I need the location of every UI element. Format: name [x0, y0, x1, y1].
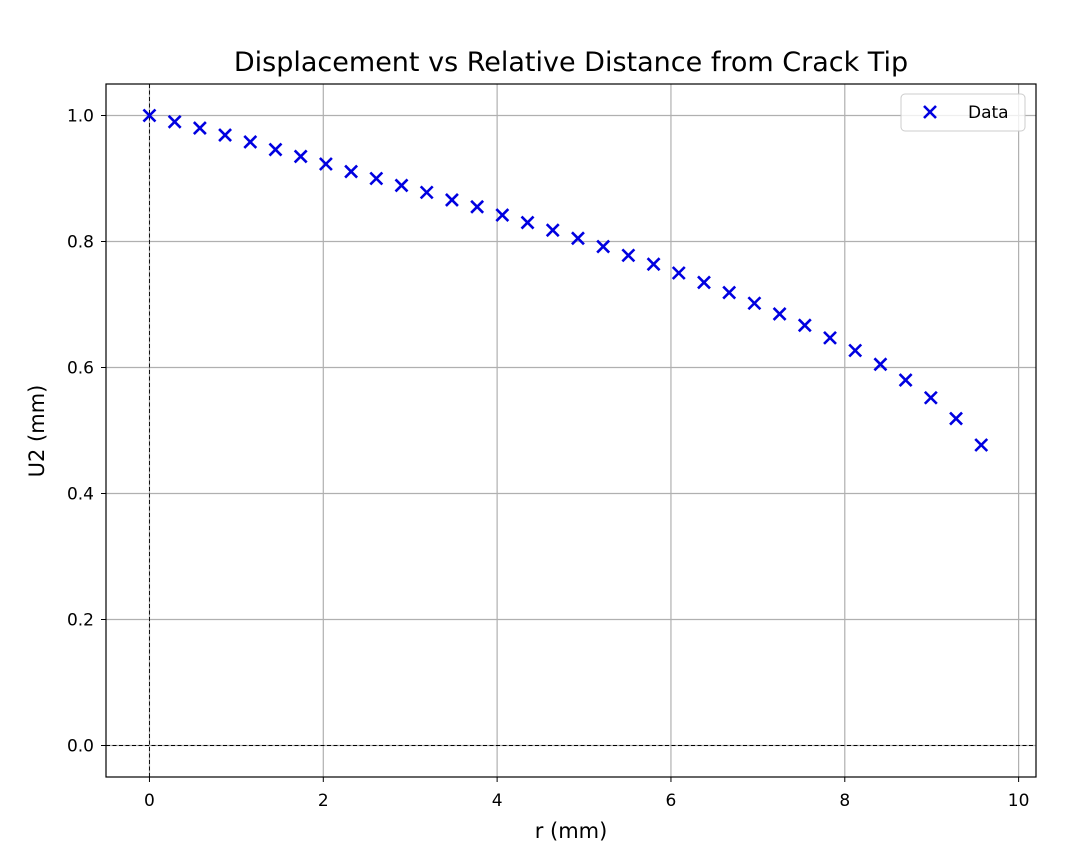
x-tick-label: 4 [492, 791, 503, 811]
data-point [571, 231, 585, 246]
data-point [671, 266, 686, 280]
grid-lines [106, 84, 1036, 777]
data-point [293, 149, 308, 164]
y-tick-label: 0.8 [67, 233, 94, 253]
x-tick-label: 2 [318, 791, 329, 811]
legend-marker-icon [923, 105, 937, 119]
data-point [470, 199, 485, 214]
data-point [268, 142, 283, 157]
data-point [545, 223, 560, 238]
data-series-markers [142, 108, 989, 452]
data-point [848, 343, 863, 358]
y-tick-label: 0.0 [67, 737, 94, 757]
data-point [445, 193, 459, 207]
data-point [495, 208, 510, 222]
legend-box [900, 93, 1026, 132]
y-tick-label: 0.6 [67, 359, 94, 379]
data-point [646, 257, 661, 272]
plot-frame [105, 83, 1037, 778]
x-tick-label: 6 [666, 791, 677, 811]
legend-entry-data: Data [968, 103, 1009, 123]
axis-ticks: 0 2 4 6 8 10 0.0 0.2 0.4 0.6 0.8 1.0 [67, 107, 1029, 812]
data-point [823, 330, 837, 345]
data-point [722, 285, 737, 300]
data-point [747, 296, 762, 311]
data-point [142, 108, 157, 123]
data-point [873, 357, 888, 372]
y-tick-label: 0.2 [67, 611, 94, 631]
data-point [697, 275, 711, 290]
data-point [772, 307, 787, 321]
data-point [344, 164, 359, 179]
data-point [520, 215, 535, 230]
legend: Data [900, 93, 1026, 132]
data-point [596, 239, 611, 254]
data-point [797, 318, 812, 333]
x-axis-label: r (mm) [535, 819, 608, 843]
data-point [923, 390, 938, 405]
x-tick-label: 0 [144, 791, 155, 811]
data-point [243, 135, 258, 149]
data-point [218, 128, 232, 142]
data-point [192, 121, 207, 136]
data-point [167, 114, 182, 129]
x-tick-label: 10 [1008, 791, 1030, 811]
zero-reference-lines [106, 84, 1036, 777]
data-point [621, 248, 636, 263]
x-tick-label: 8 [839, 791, 850, 811]
y-axis-label: U2 (mm) [25, 385, 49, 478]
data-point [419, 185, 434, 200]
data-point [369, 171, 384, 186]
y-tick-label: 0.4 [67, 485, 94, 505]
y-tick-label: 1.0 [67, 107, 94, 127]
data-point [318, 157, 333, 171]
data-point [394, 178, 409, 193]
chart-title: Displacement vs Relative Distance from C… [234, 47, 908, 78]
data-point [974, 438, 989, 452]
data-point [949, 411, 963, 426]
data-point [898, 373, 913, 388]
